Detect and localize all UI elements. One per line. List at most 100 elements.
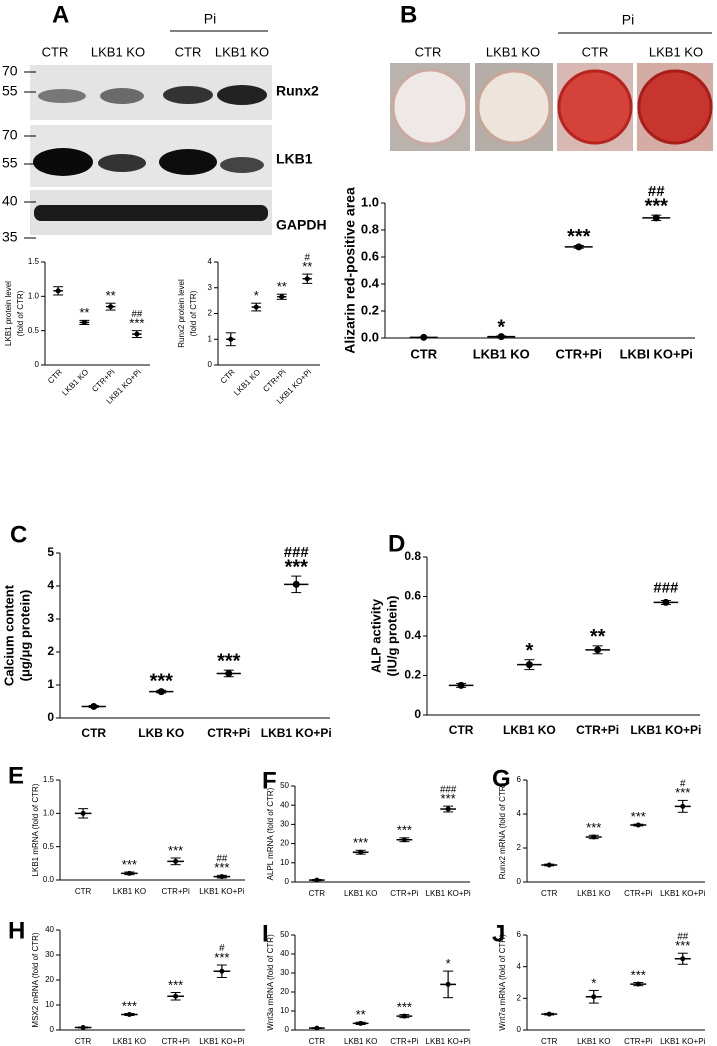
mean-dot — [228, 336, 234, 342]
y-tick-label: 0.5 — [43, 842, 55, 851]
x-tick-label: LKB1 KO — [503, 723, 556, 737]
significance: *** — [675, 785, 690, 800]
y-tick-label: 1.0 — [361, 194, 379, 209]
mean-dot — [662, 598, 670, 606]
y-tick-label: 2 — [517, 843, 522, 852]
y-tick-label: 0 — [285, 1025, 290, 1034]
y-tick-label: 1.0 — [43, 808, 55, 817]
y-tick-label: 0 — [414, 707, 421, 721]
x-tick-label: CTR — [81, 726, 106, 740]
x-tick-label: LKB1 KO — [473, 346, 530, 361]
y-tick-label: 0.8 — [361, 221, 379, 236]
y-tick-label: 5 — [47, 545, 54, 559]
lane-label: CTR — [175, 44, 202, 59]
mean-dot — [591, 834, 597, 840]
lane-label: LKB1 KO — [91, 44, 145, 59]
significance: * — [254, 288, 259, 303]
mean-dot — [90, 702, 98, 710]
significance: *** — [631, 967, 646, 982]
y-axis-label: Wnt7a mRNA (fold of CTR) — [498, 934, 507, 1031]
significance: *** — [675, 938, 690, 953]
y-axis-label: (IU/g protein) — [384, 596, 399, 677]
x-tick-label: LKB1 KO — [344, 1037, 377, 1046]
mean-dot — [635, 822, 641, 828]
y-axis-label: Runx2 mRNA (fold of CTR) — [498, 782, 507, 879]
y-tick-label: 30 — [45, 950, 54, 959]
x-tick-label: LKB1 KO+Pi — [199, 1037, 244, 1046]
y-axis-label: LKB1 protein level — [4, 281, 13, 346]
significance: *** — [631, 809, 646, 824]
x-tick-label: LKB1 KO — [113, 1037, 146, 1046]
y-tick-label: 20 — [280, 987, 289, 996]
mean-dot — [314, 877, 320, 883]
y-tick-label: 40 — [280, 800, 289, 809]
mean-dot — [546, 862, 552, 868]
y-tick-label: 20 — [45, 975, 54, 984]
band — [217, 85, 267, 105]
x-tick-label: LKB1 KO — [577, 1037, 610, 1046]
x-tick-label: LKB1 KO — [113, 887, 146, 896]
mean-dot — [173, 993, 179, 999]
significance: ** — [590, 626, 606, 648]
y-axis-label: ALPL mRNA (fold of CTR) — [266, 787, 275, 880]
significance: *** — [214, 860, 229, 875]
y-tick-label: 0.0 — [361, 329, 379, 344]
x-tick-label: LKB1 KO — [344, 889, 377, 898]
significance: *** — [441, 791, 456, 806]
mean-dot — [173, 858, 179, 864]
y-tick-label: 0 — [285, 877, 290, 886]
x-tick-label: LKB1 KO+Pi — [630, 723, 701, 737]
significance-hash: ### — [653, 579, 679, 596]
significance: *** — [397, 999, 412, 1014]
mean-dot — [126, 1012, 132, 1017]
mean-dot — [680, 956, 686, 962]
mean-dot — [219, 968, 225, 974]
significance: *** — [586, 820, 601, 835]
y-tick-label: 4 — [208, 257, 213, 266]
mean-dot — [594, 646, 602, 654]
y-tick-label: 0.0 — [43, 875, 55, 884]
mean-dot — [219, 874, 225, 880]
significance: *** — [150, 671, 174, 693]
y-tick-label: 30 — [280, 820, 289, 829]
x-tick-label: CTR+Pi — [624, 889, 652, 898]
y-axis-label: Alizarin red-positive area — [342, 187, 358, 354]
x-tick-label: CTR — [541, 1037, 558, 1046]
significance: ** — [79, 305, 89, 320]
band — [100, 88, 144, 104]
x-tick-label: CTR — [309, 889, 326, 898]
mw-marker: 40 — [2, 193, 18, 209]
panel-letter: C — [10, 521, 27, 548]
panel-letter: A — [52, 1, 69, 28]
x-tick-label: CTR+Pi — [576, 723, 619, 737]
panel-letter: F — [262, 767, 277, 794]
mw-marker: 55 — [2, 155, 18, 171]
x-tick-label: CTR — [449, 723, 474, 737]
x-tick-label: LKB1 KO+Pi — [660, 889, 705, 898]
x-tick-label: CTR — [541, 889, 558, 898]
panel-letter: E — [8, 762, 24, 789]
y-axis-label: (fold of CTR) — [16, 290, 25, 336]
y-tick-label: 0 — [47, 710, 54, 724]
y-tick-label: 50 — [280, 781, 289, 790]
mean-dot — [55, 288, 61, 294]
significance: *** — [129, 316, 144, 331]
mean-dot — [525, 661, 533, 669]
y-tick-label: 4 — [47, 578, 54, 592]
significance-hash: ## — [216, 854, 227, 865]
significance: * — [446, 956, 451, 971]
y-axis-label: MSX2 mRNA (fold of CTR) — [31, 932, 40, 1027]
mean-dot — [420, 333, 428, 341]
x-tick-label: CTR+Pi — [555, 346, 602, 361]
y-tick-label: 0.8 — [404, 549, 421, 563]
mean-dot — [81, 319, 87, 325]
y-axis-label: (μg/μg protein) — [17, 590, 32, 682]
x-tick-label: CTR+Pi — [624, 1037, 652, 1046]
panel-letter: B — [400, 1, 417, 28]
y-tick-label: 1 — [208, 334, 213, 343]
band — [220, 157, 264, 173]
alizarin-wells: B Pi CTR LKB1 KO CTR LKB1 KO — [390, 1, 713, 151]
band — [34, 205, 268, 221]
y-tick-label: 0 — [208, 360, 213, 369]
